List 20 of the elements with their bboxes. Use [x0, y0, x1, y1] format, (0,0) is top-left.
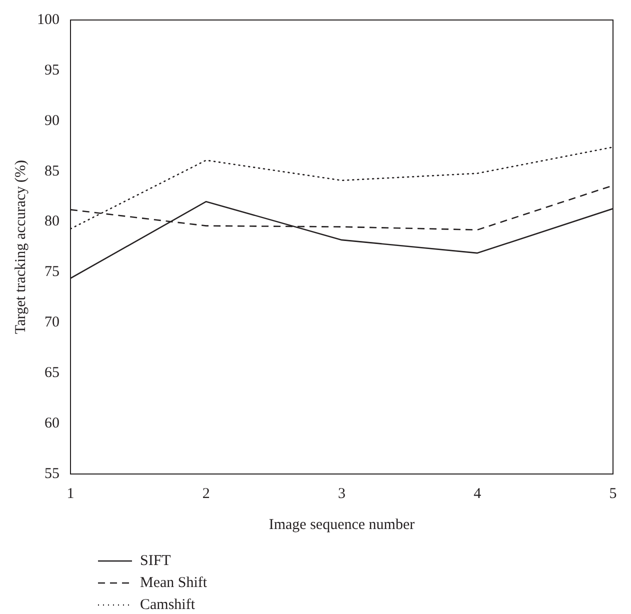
x-tick-label: 5 [609, 486, 617, 502]
y-tick-label: 65 [44, 365, 60, 382]
x-axis-title: Image sequence number [268, 516, 415, 533]
y-tick-label: 55 [44, 466, 60, 482]
x-tick-label: 2 [202, 486, 210, 502]
y-axis-title: Target tracking accuracy (%) [12, 160, 29, 334]
x-tick-label: 3 [338, 486, 346, 502]
y-tick-label: 85 [44, 163, 60, 180]
legend-label: SIFT [140, 552, 171, 570]
y-tick-label: 75 [44, 264, 60, 280]
y-tick-label: 70 [44, 314, 60, 331]
y-tick-label: 80 [44, 214, 60, 230]
x-tick-label: 4 [474, 486, 482, 502]
legend-label: Camshift [140, 596, 195, 614]
y-tick-label: 90 [44, 112, 60, 129]
y-tick-label: 60 [44, 415, 60, 432]
legend-label: Mean Shift [140, 574, 208, 592]
y-tick-label: 95 [44, 62, 60, 78]
x-tick-label: 1 [66, 486, 74, 502]
y-tick-label: 100 [37, 12, 60, 28]
